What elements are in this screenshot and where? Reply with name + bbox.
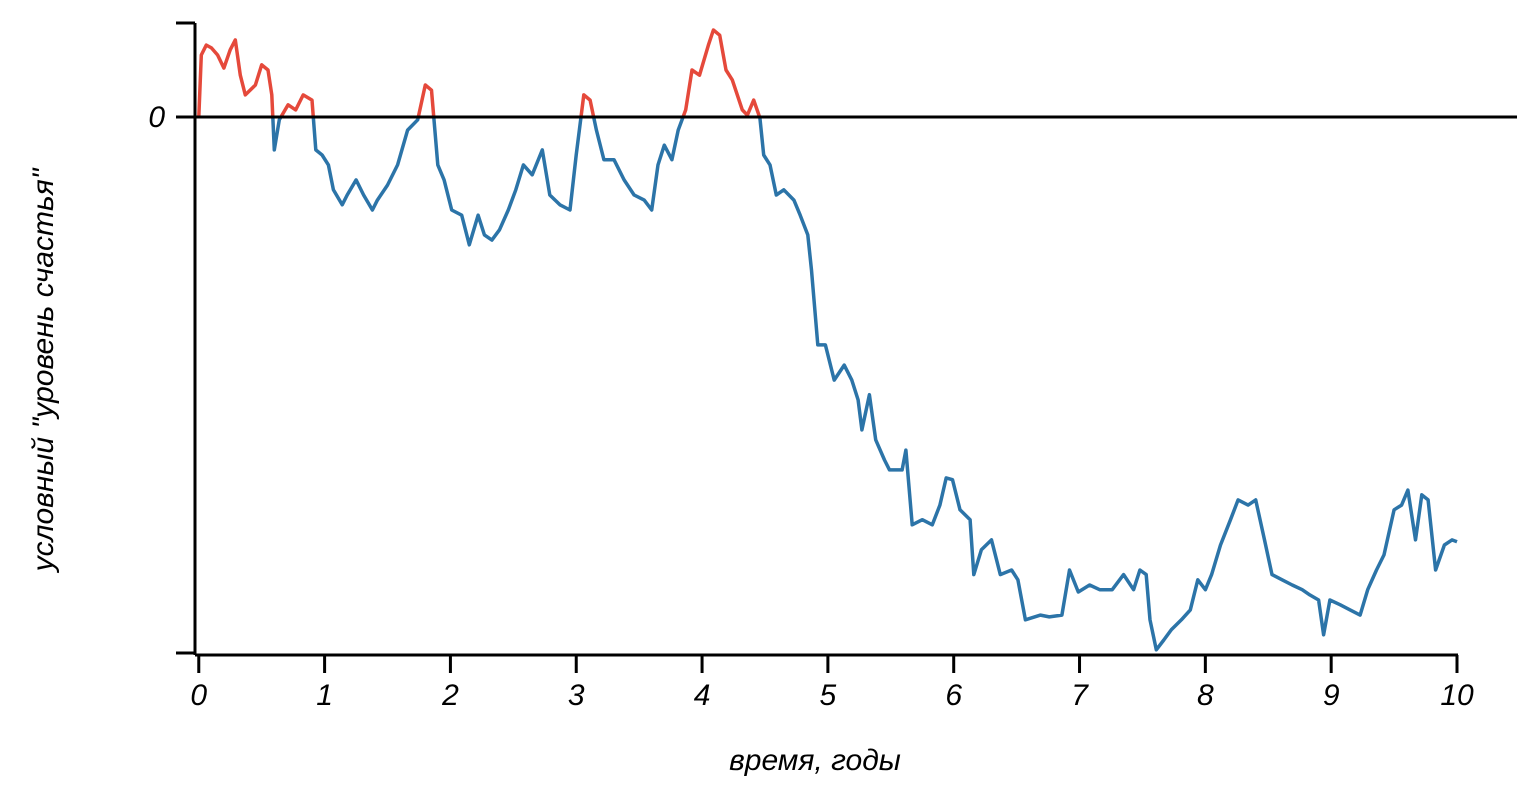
- x-tick-label: 9: [1323, 679, 1340, 712]
- x-tick-label: 10: [1440, 679, 1474, 712]
- x-tick-label: 8: [1197, 679, 1214, 712]
- y-axis-label: условный "уровень счастья": [27, 167, 60, 573]
- x-tick-label: 2: [441, 679, 459, 712]
- x-tick-label: 1: [316, 679, 333, 712]
- x-tick-label: 7: [1071, 679, 1089, 712]
- y-tick-label: 0: [148, 101, 165, 134]
- x-tick-label: 0: [190, 679, 207, 712]
- x-tick-label: 5: [820, 679, 837, 712]
- x-axis-label: время, годы: [729, 744, 901, 777]
- x-tick-label: 6: [945, 679, 962, 712]
- x-tick-label: 4: [694, 679, 711, 712]
- x-tick-label: 3: [568, 679, 585, 712]
- line-below: [198, 116, 1458, 652]
